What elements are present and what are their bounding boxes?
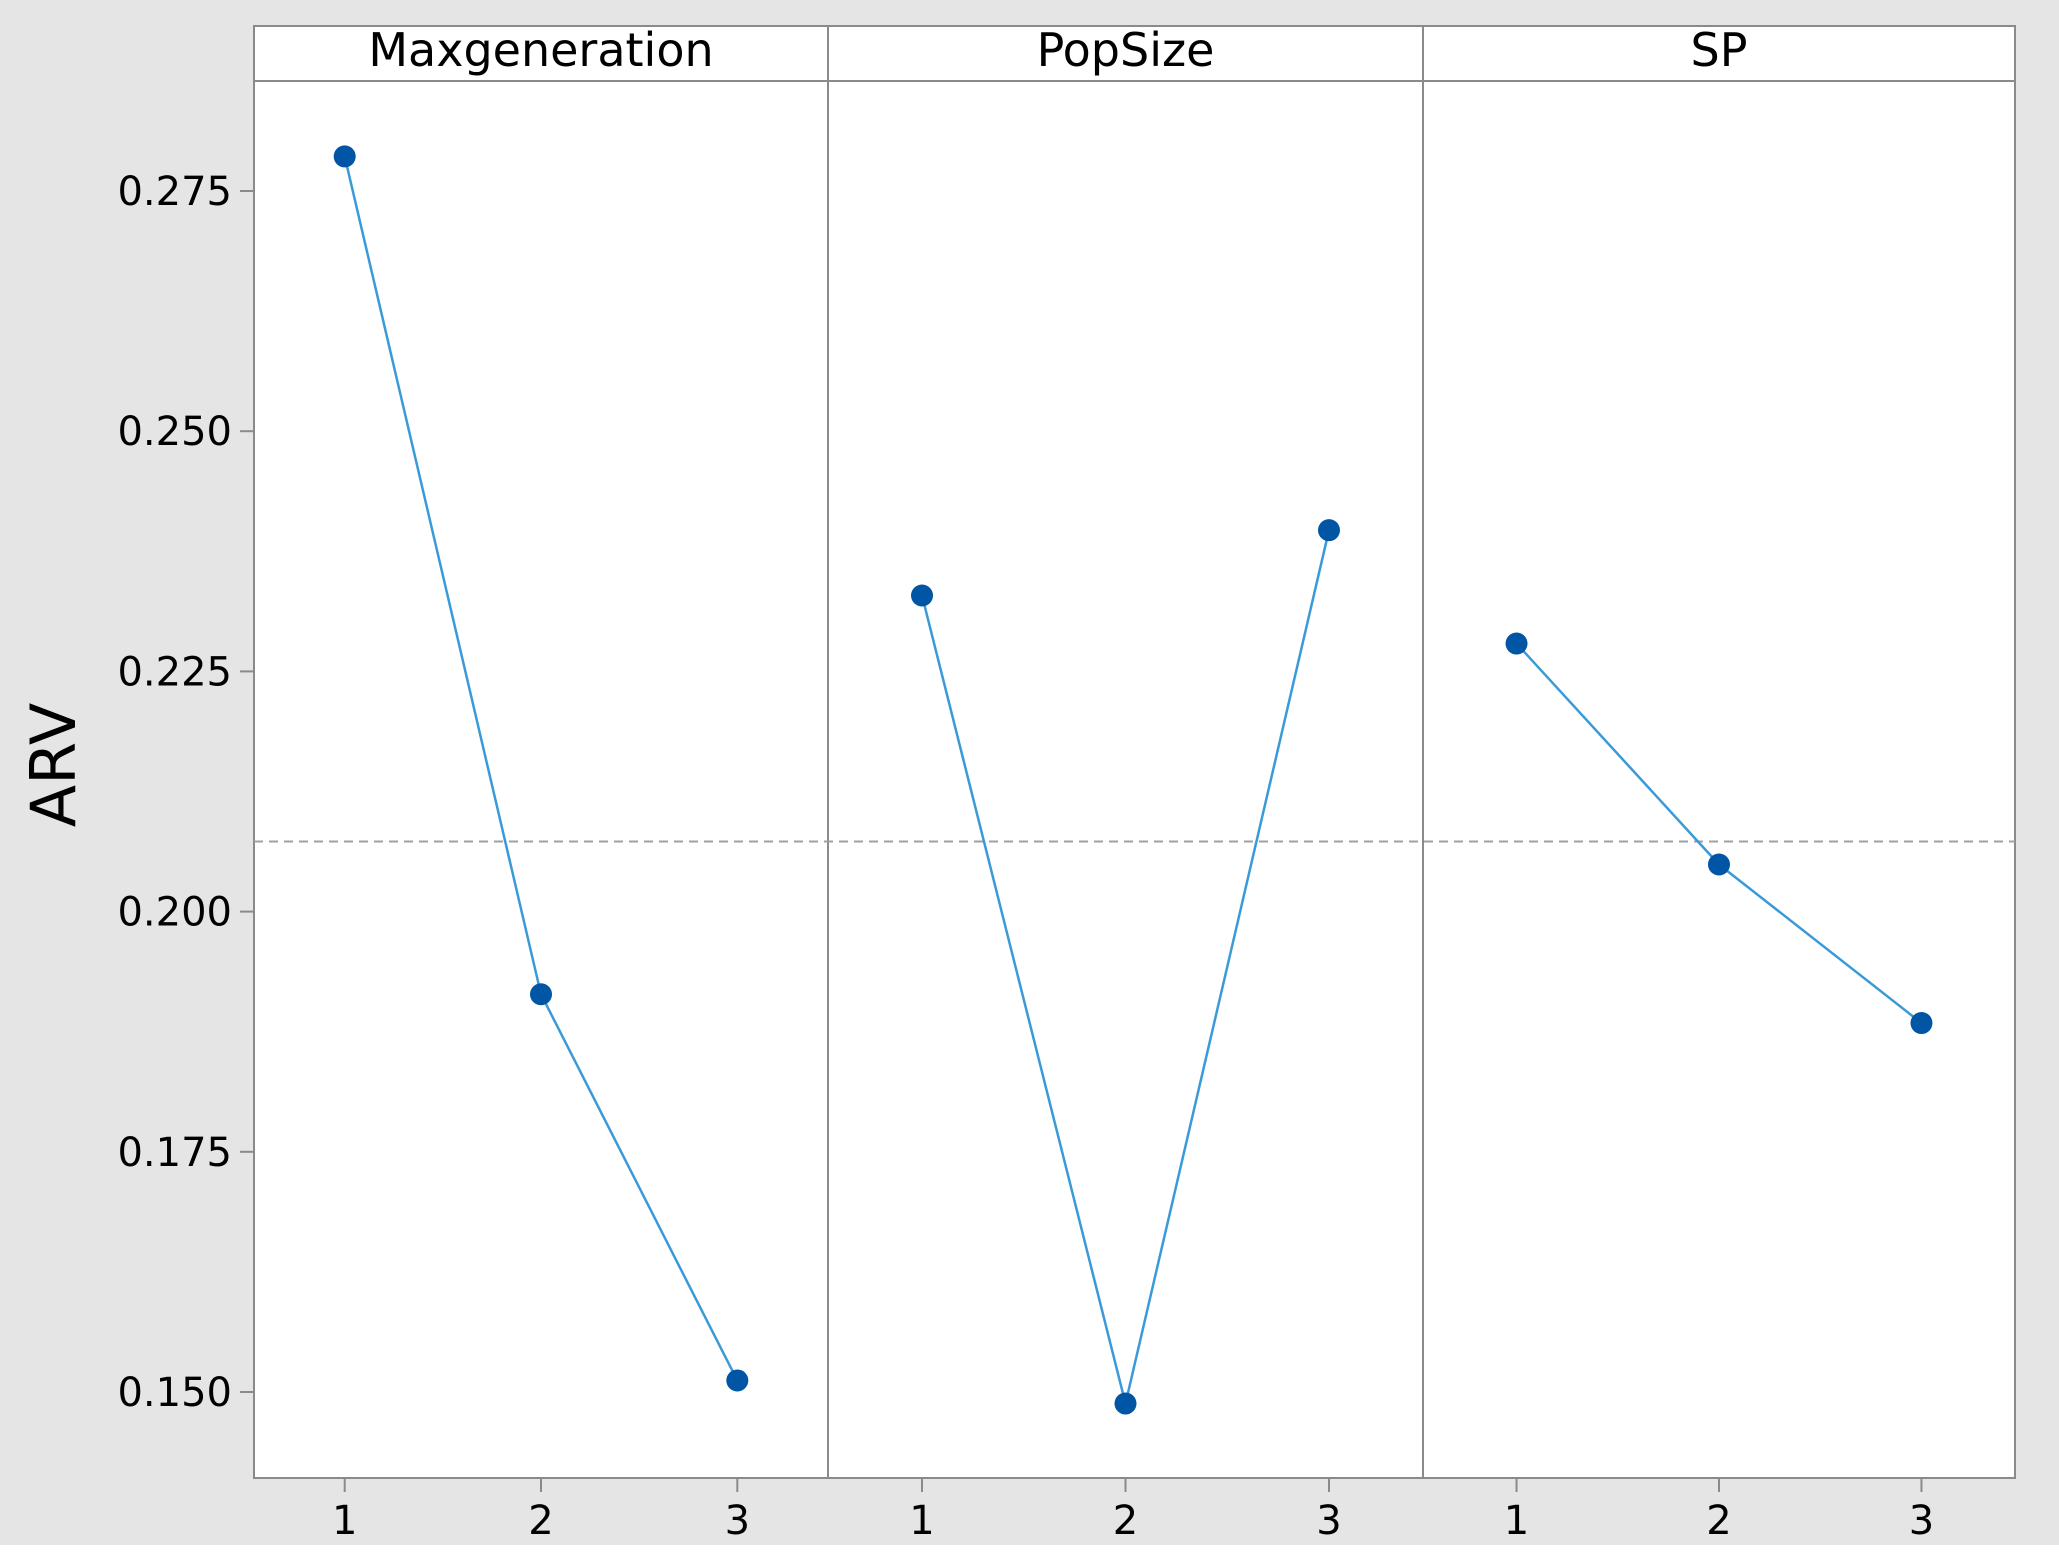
y-tick-label: 0.150 [117,1370,232,1416]
panel-title: SP [1691,23,1748,77]
y-axis-title: ARV [17,703,90,828]
panel-title: PopSize [1037,23,1215,77]
y-tick-label: 0.275 [117,169,232,215]
data-point [333,145,356,168]
panel-title: Maxgeneration [368,23,713,77]
data-point [1505,632,1528,655]
x-tick-label: 1 [909,1498,934,1544]
y-tick-label: 0.200 [117,890,232,936]
x-tick-label: 3 [725,1498,750,1544]
x-tick-label: 2 [1113,1498,1138,1544]
data-point [530,983,552,1006]
data-point [911,584,934,607]
x-tick-label: 3 [1909,1498,1934,1544]
data-point [1910,1012,1933,1035]
y-tick-label: 0.225 [117,649,232,695]
y-tick-label: 0.175 [117,1130,232,1176]
y-tick-label: 0.250 [117,409,232,455]
data-point [1317,519,1340,542]
x-tick-label: 2 [1706,1498,1731,1544]
data-point [1114,1392,1137,1415]
x-tick-label: 1 [332,1498,357,1544]
data-point [726,1369,749,1392]
data-point [1708,853,1730,876]
x-tick-label: 3 [1316,1498,1341,1544]
x-tick-label: 2 [528,1498,553,1544]
x-tick-label: 1 [1504,1498,1529,1544]
plot-area [253,25,2016,1479]
